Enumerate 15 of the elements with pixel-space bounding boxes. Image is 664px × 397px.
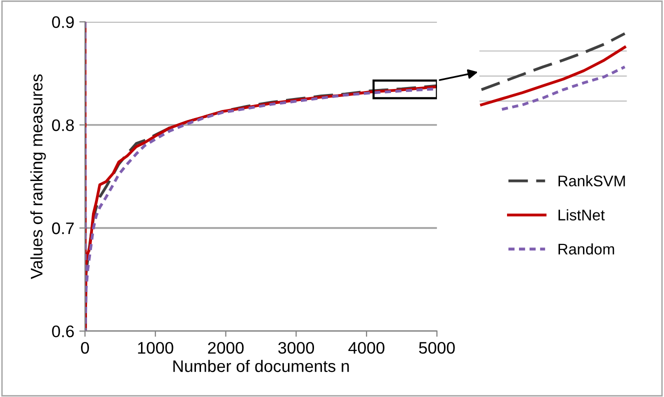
x-tick-label: 1000 [138,342,174,354]
x-axis-title: Number of documents n [173,360,349,372]
y-tick-label: 0.9 [52,16,74,28]
legend-label: RankSVM [558,175,625,186]
legend-label: ListNet [558,209,605,220]
legend-label: Random [558,243,614,255]
x-tick-label: 4000 [348,342,384,354]
x-tick-label: 0 [81,342,89,354]
x-tick-label: 2000 [208,342,244,354]
x-tick-label: 3000 [278,342,314,354]
x-tick-label: 5000 [419,342,455,354]
y-tick-label: 0.8 [52,119,74,132]
y-tick-label: 0.7 [52,222,74,234]
y-tick-label: 0.6 [52,326,74,338]
y-axis-title: Values of ranking measures [30,74,46,280]
